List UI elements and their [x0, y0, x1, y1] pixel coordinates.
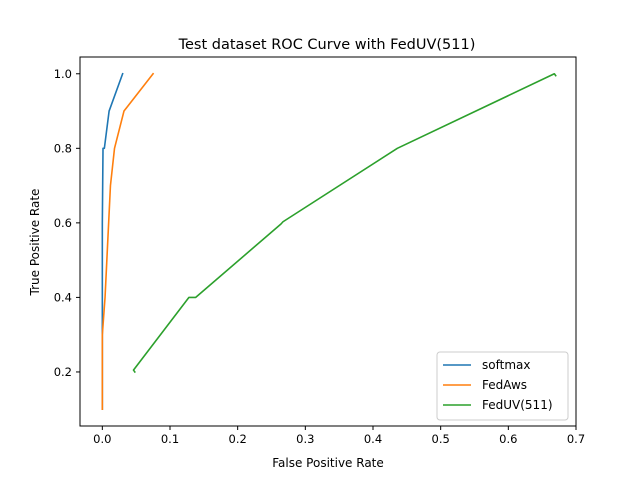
x-tick-label: 0.1 — [161, 432, 179, 446]
y-tick-label: 0.6 — [54, 216, 72, 230]
plot-frame — [79, 56, 577, 427]
chart-title: Test dataset ROC Curve with FedUV(511) — [178, 37, 476, 53]
y-axis-label: True Positive Rate — [28, 189, 42, 297]
x-axis-label: False Positive Rate — [272, 456, 384, 470]
x-axis-ticks: 0.0 0.1 0.2 0.3 0.4 0.5 0.6 0.7 — [93, 426, 585, 446]
x-tick-label: 0.2 — [229, 432, 247, 446]
series-line-0 — [101, 72, 124, 411]
x-tick-label: 0.3 — [296, 432, 314, 446]
legend-box — [436, 351, 569, 421]
y-tick-label: 0.4 — [54, 290, 72, 304]
plot-lines — [101, 72, 557, 411]
legend-label-0: softmax — [482, 358, 530, 372]
legend: softmax FedAws FedUV(511) — [436, 351, 569, 421]
y-tick-label: 1.0 — [54, 67, 72, 81]
x-tick-label: 0.6 — [499, 432, 517, 446]
legend-label-1: FedAws — [482, 378, 527, 392]
y-tick-label: 0.8 — [54, 141, 72, 155]
x-tick-label: 0.0 — [93, 432, 111, 446]
legend-label-2: FedUV(511) — [482, 398, 553, 412]
series-line-1 — [101, 72, 155, 411]
x-tick-label: 0.4 — [364, 432, 382, 446]
x-tick-label: 0.5 — [432, 432, 450, 446]
series-line-2 — [132, 72, 557, 374]
y-tick-label: 0.2 — [54, 365, 72, 379]
y-axis-ticks: 0.2 0.4 0.6 0.8 1.0 — [54, 67, 80, 379]
x-tick-label: 0.7 — [567, 432, 585, 446]
